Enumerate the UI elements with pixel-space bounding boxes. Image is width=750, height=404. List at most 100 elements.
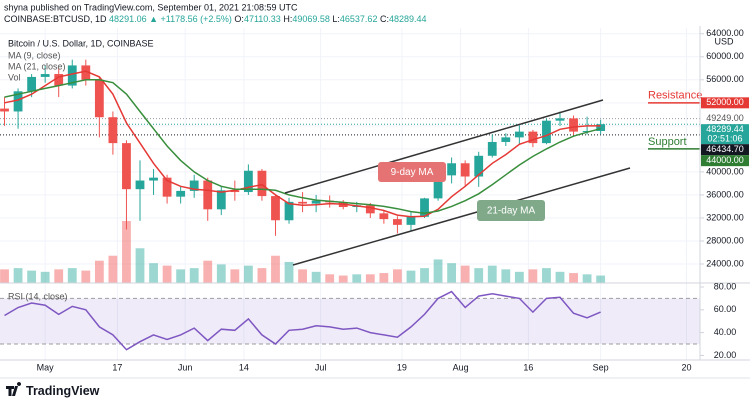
volume-bar [569, 273, 578, 283]
currency-label: USD [714, 36, 734, 46]
legend-entry: Vol [8, 72, 21, 82]
candle-body [569, 118, 578, 132]
volume-bar [216, 264, 226, 283]
candle-body [460, 163, 470, 177]
candle-body [108, 117, 118, 144]
volume-bar [27, 270, 37, 283]
candle-body [149, 177, 158, 181]
y-tick-label: 40000.00 [706, 166, 744, 176]
volume-bar [528, 269, 538, 283]
candle-body [501, 137, 511, 142]
volume-bar [338, 275, 348, 283]
candle-body [40, 74, 50, 77]
logo [6, 382, 22, 396]
published-line: shyna published on TradingView.com, Sept… [4, 2, 298, 12]
candle-body [176, 190, 186, 197]
x-tick-label: 20 [681, 362, 691, 372]
candle-body [555, 118, 565, 121]
grid [0, 28, 700, 360]
candle-body [257, 170, 267, 197]
candle-body [542, 120, 551, 144]
close-label: C: [380, 14, 389, 24]
price-tag-label: 46434.70 [706, 144, 744, 154]
price-tag-label: 52000.00 [706, 97, 744, 107]
candle-body [487, 141, 497, 156]
y-tick-label: 28000.00 [706, 235, 744, 245]
y-tick-label: 56000.00 [706, 74, 744, 84]
chart-title: Bitcoin / U.S. Dollar, 1D, COINBASE [8, 38, 154, 48]
volume-bar [13, 268, 23, 283]
price-tag [701, 155, 749, 167]
candle-body [528, 131, 538, 144]
candle-body [189, 180, 199, 191]
candle-body [284, 201, 294, 221]
annotation: 9-day MA [391, 167, 434, 178]
candle-body [27, 76, 37, 92]
volume-bar [243, 265, 253, 283]
candle-body [596, 124, 606, 131]
candle-body [0, 108, 9, 112]
volume-bar [257, 268, 267, 283]
x-tick-label: 17 [112, 362, 122, 372]
y-tick-label: 36000.00 [706, 189, 744, 199]
candle-body [365, 205, 375, 214]
y-tick-label: 32000.00 [706, 212, 744, 222]
volume-bar [94, 260, 104, 283]
volume-bar [203, 260, 213, 283]
rsi-band [0, 298, 700, 345]
candle-body [81, 65, 91, 80]
volume-bar [149, 263, 158, 283]
volume-bar [352, 274, 362, 283]
volume-bar [487, 265, 497, 283]
x-tick-label: 14 [239, 362, 249, 372]
last-price: 48291.06 [109, 14, 147, 24]
candle-body [514, 131, 524, 138]
candle-body [420, 198, 429, 217]
x-tick-label: Jul [315, 362, 327, 372]
volume-bar [0, 269, 9, 283]
x-tick-label: Aug [453, 362, 469, 372]
volume-bar [230, 269, 240, 283]
x-tick-label: Sep [593, 362, 609, 372]
annotation: 21-day MA [487, 206, 536, 217]
price-tag [701, 97, 749, 109]
candle-body [135, 180, 145, 190]
candle-body [474, 155, 484, 177]
candle-body [216, 190, 226, 210]
volume-bar [474, 268, 484, 283]
candle-body [67, 65, 77, 86]
x-tick-label: 16 [523, 362, 533, 372]
rsi-line [4, 290, 601, 351]
legend-entry: MA (9, close) [8, 50, 61, 60]
volume-bar [365, 274, 375, 283]
volume-bar [501, 269, 511, 283]
channel-lower [292, 167, 631, 266]
ma-line [4, 70, 601, 218]
low-label: L: [332, 14, 340, 24]
symbol: COINBASE:BTCUSD, 1D [4, 14, 107, 24]
symbol-line: COINBASE:BTCUSD, 1D 48291.06 ▲ +1178.56 … [4, 14, 427, 24]
candle-body [393, 219, 402, 225]
price-tag-label: 49249.00 [706, 113, 744, 123]
x-tick-label: May [37, 362, 55, 372]
candle-body [162, 177, 172, 197]
plot: Resistance Support [0, 59, 702, 351]
countdown: 02:51:06 [707, 134, 742, 144]
volume-bar [271, 255, 280, 283]
candle-body [311, 200, 321, 204]
candle-body [94, 79, 104, 118]
level-name: Resistance [648, 90, 702, 102]
y-tick-label: 64000.00 [706, 28, 744, 38]
volume-bar [555, 271, 565, 283]
channel-upper [284, 99, 604, 194]
close-value: 48289.44 [389, 14, 427, 24]
volume-bar [596, 275, 606, 283]
volume-bar [67, 268, 77, 283]
x-tick-label: Jun [178, 362, 193, 372]
annotation-box [378, 162, 446, 182]
volume-bar [176, 269, 186, 283]
volume-bar [447, 263, 457, 283]
rsi-tick-label: 80.00 [714, 281, 737, 291]
